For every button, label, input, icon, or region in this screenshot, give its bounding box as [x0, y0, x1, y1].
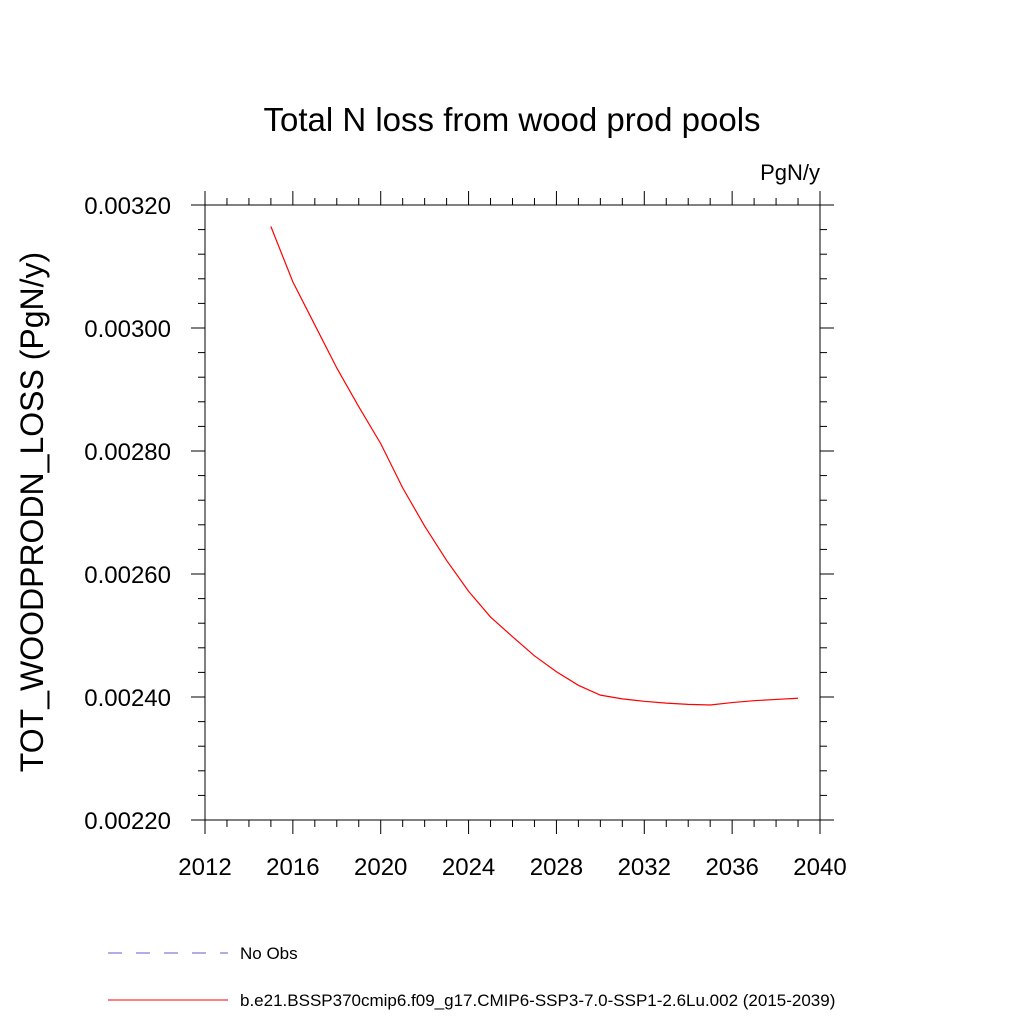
y-axis-label: TOT_WOODPRODN_LOSS (PgN/y) — [14, 252, 50, 772]
y-tick-label: 0.00220 — [84, 808, 171, 835]
x-tick-label: 2028 — [530, 854, 583, 881]
series-line-1 — [270, 226, 799, 706]
y-tick-label: 0.00300 — [84, 316, 171, 343]
y-tick-label: 0.00260 — [84, 562, 171, 589]
legend-label: No Obs — [240, 944, 298, 963]
chart-title: Total N loss from wood prod pools — [263, 101, 760, 138]
y-tick-label: 0.00240 — [84, 685, 171, 712]
x-tick-label: 2012 — [178, 854, 231, 881]
units-label: PgN/y — [760, 160, 820, 185]
x-tick-label: 2032 — [618, 854, 671, 881]
x-tick-label: 2036 — [705, 854, 758, 881]
plot-area-frame — [204, 204, 821, 821]
x-tick-label: 2016 — [266, 854, 319, 881]
legend-label: b.e21.BSSP370cmip6.f09_g17.CMIP6-SSP3-7.… — [240, 991, 835, 1010]
axis-ticks: 2012 2016 2020 2024 2028 2032 2036 2040 0.00220 0… — [84, 191, 847, 881]
series-layer — [270, 226, 799, 706]
y-tick-label: 0.00280 — [84, 439, 171, 466]
y-tick-label: 0.00320 — [84, 193, 171, 220]
x-tick-label: 2020 — [354, 854, 407, 881]
x-tick-label: 2040 — [793, 854, 846, 881]
legend: No Obs b.e21.BSSP370cmip6.f09_g17.CMIP6-S… — [108, 944, 835, 1010]
x-tick-label: 2024 — [442, 854, 495, 881]
